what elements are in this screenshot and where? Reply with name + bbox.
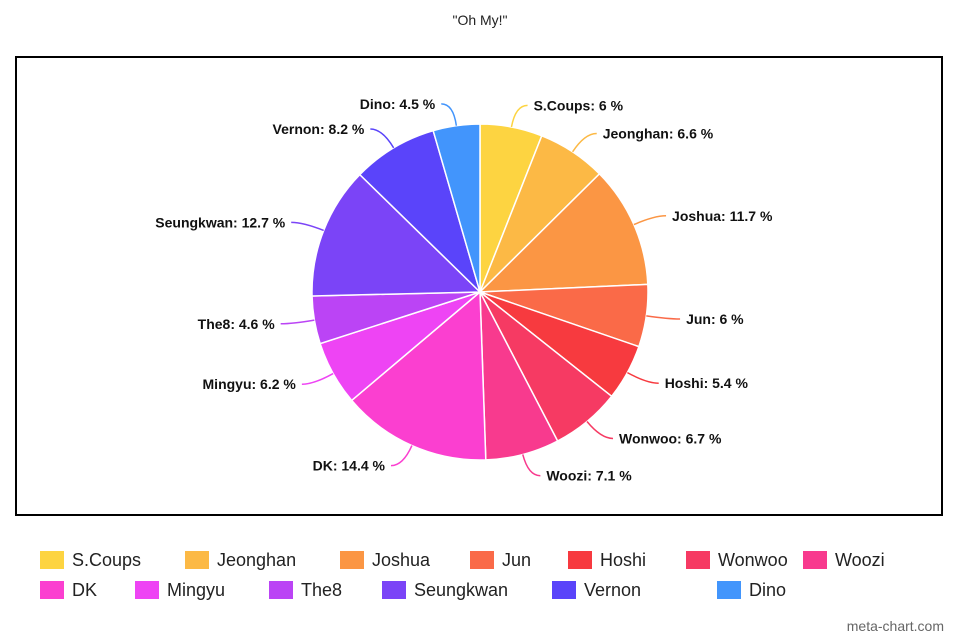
legend-swatch [185, 551, 209, 569]
legend-label: Jun [502, 549, 532, 570]
legend-label: Hoshi [600, 549, 647, 570]
slice-label-jun: Jun: 6 % [686, 311, 744, 327]
leader-line-hoshi [627, 371, 659, 384]
legend-item-wonwoo: Wonwoo [686, 548, 803, 572]
leader-line-dk [390, 445, 413, 467]
legend-swatch [382, 581, 406, 599]
legend-swatch [135, 581, 159, 599]
leader-line-wonwoo [586, 421, 614, 440]
legend-label: Wonwoo [718, 549, 788, 570]
legend-item-the8: The8 [269, 578, 382, 602]
legend-swatch [40, 581, 64, 599]
leader-line-jun [646, 315, 681, 320]
legend-label: Seungkwan [414, 579, 509, 600]
legend-label: Mingyu [167, 579, 226, 600]
legend-swatch [803, 551, 827, 569]
pie-slice-seungkwan [311, 173, 482, 297]
legend-label: The8 [301, 579, 343, 600]
chart-title: "Oh My!" [452, 12, 508, 28]
legend-label: Dino [749, 579, 787, 600]
pie-slice-vernon [358, 129, 482, 295]
legend-item-dk: DK [40, 578, 135, 602]
leader-line-the8 [280, 319, 315, 325]
slice-label-jeonghan: Jeonghan: 6.6 % [603, 125, 714, 141]
legend-label: DK [72, 579, 98, 600]
legend-swatch [552, 581, 576, 599]
pie-slice-dino [432, 123, 481, 293]
legend-item-jeonghan: Jeonghan [185, 548, 340, 572]
legend-item-jun: Jun [470, 548, 568, 572]
legend-item-woozi: Woozi [803, 548, 903, 572]
chart-frame [15, 56, 943, 516]
legend-item-vernon: Vernon [552, 578, 717, 602]
slice-label-s-coups: S.Coups: 6 % [534, 97, 624, 113]
legend-item-joshua: Joshua [340, 548, 470, 572]
leader-line-s-coups [510, 104, 528, 128]
slice-label-joshua: Joshua: 11.7 % [672, 208, 773, 224]
legend-label: S.Coups [72, 549, 142, 570]
leader-line-dino [441, 103, 458, 126]
slice-label-seungkwan: Seungkwan: 12.7 % [155, 214, 285, 230]
legend-label: Joshua [372, 549, 431, 570]
leader-line-seungkwan [291, 221, 324, 232]
leader-line-joshua [633, 215, 667, 226]
legend-item-hoshi: Hoshi [568, 548, 686, 572]
watermark: meta-chart.com [846, 618, 944, 634]
legend-label: Vernon [584, 579, 642, 600]
slice-label-dino: Dino: 4.5 % [360, 96, 436, 112]
slice-label-woozi: Woozi: 7.1 % [546, 468, 632, 484]
slice-label-the8: The8: 4.6 % [198, 316, 276, 332]
leader-line-jeonghan [571, 132, 597, 153]
legend-swatch [686, 551, 710, 569]
slice-label-vernon: Vernon: 8.2 % [273, 121, 365, 137]
pie-slice-dk [350, 290, 487, 461]
legend-swatch [40, 551, 64, 569]
legend-item-seungkwan: Seungkwan [382, 578, 552, 602]
legend-swatch [717, 581, 741, 599]
legend-row: S.Coups Jeonghan Joshua Jun Hoshi Wonwoo Woozi [40, 548, 903, 572]
legend-row: DK Mingyu The8 Seungkwan Vernon Dino [40, 578, 817, 602]
leader-line-mingyu [301, 372, 334, 385]
legend-swatch [269, 581, 293, 599]
legend-label: Woozi [835, 549, 885, 570]
slice-label-mingyu: Mingyu: 6.2 % [203, 376, 297, 392]
legend-item-dino: Dino [717, 578, 817, 602]
leader-line-woozi [522, 454, 541, 477]
legend-swatch [340, 551, 364, 569]
legend-label: Jeonghan [217, 549, 297, 570]
slice-label-wonwoo: Wonwoo: 6.7 % [619, 430, 722, 446]
slice-label-dk: DK: 14.4 % [313, 458, 386, 474]
slice-label-hoshi: Hoshi: 5.4 % [665, 375, 749, 391]
legend-swatch [470, 551, 494, 569]
legend-swatch [568, 551, 592, 569]
legend-item-mingyu: Mingyu [135, 578, 269, 602]
leader-line-vernon [370, 128, 395, 149]
legend-item-s-coups: S.Coups [40, 548, 185, 572]
